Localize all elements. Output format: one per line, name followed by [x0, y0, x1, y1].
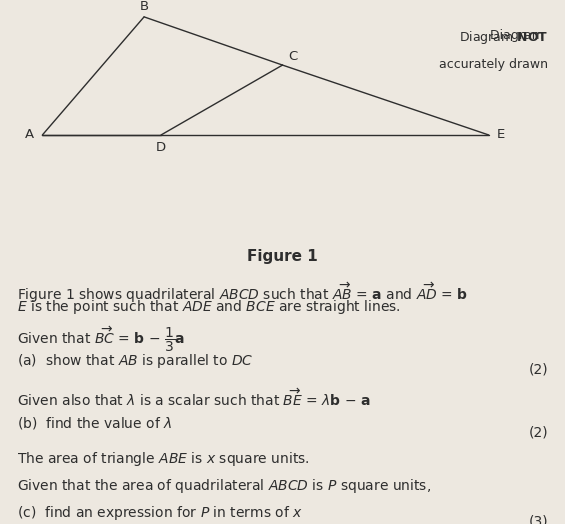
- Text: The area of triangle $ABE$ is $x$ square units.: The area of triangle $ABE$ is $x$ square…: [17, 450, 310, 468]
- Text: (b)  find the value of $\lambda$: (b) find the value of $\lambda$: [17, 414, 172, 431]
- Text: B: B: [140, 0, 149, 13]
- Text: (a)  show that $AB$ is parallel to $DC$: (a) show that $AB$ is parallel to $DC$: [17, 352, 254, 370]
- Text: C: C: [288, 50, 297, 63]
- Text: (3): (3): [528, 515, 548, 524]
- Text: E: E: [497, 128, 505, 141]
- Text: Figure 1: Figure 1: [247, 249, 318, 264]
- Text: Given that the area of quadrilateral $ABCD$ is $P$ square units,: Given that the area of quadrilateral $AB…: [17, 477, 431, 495]
- Text: (2): (2): [528, 363, 548, 377]
- Text: Given also that $\lambda$ is a scalar such that $\overrightarrow{BE}$ = $\lambda: Given also that $\lambda$ is a scalar su…: [17, 388, 371, 409]
- Text: Given that $\overrightarrow{BC}$ = $\mathbf{b}$ $-$ $\dfrac{1}{3}\mathbf{a}$: Given that $\overrightarrow{BC}$ = $\mat…: [17, 325, 185, 354]
- Text: Figure 1 shows quadrilateral $ABCD$ such that $\overrightarrow{AB}$ = $\mathbf{a: Figure 1 shows quadrilateral $ABCD$ such…: [17, 280, 468, 305]
- Text: (2): (2): [528, 425, 548, 440]
- Text: accurately drawn: accurately drawn: [439, 58, 548, 71]
- Text: (c)  find an expression for $P$ in terms of $x$: (c) find an expression for $P$ in terms …: [17, 504, 303, 522]
- Text: $E$ is the point such that $ADE$ and $BCE$ are straight lines.: $E$ is the point such that $ADE$ and $BC…: [17, 298, 401, 316]
- Text: Diagram: Diagram: [490, 29, 548, 42]
- Text: Diagram $\mathbf{NOT}$: Diagram $\mathbf{NOT}$: [459, 29, 548, 46]
- Text: A: A: [25, 128, 34, 141]
- Text: D: D: [156, 140, 166, 154]
